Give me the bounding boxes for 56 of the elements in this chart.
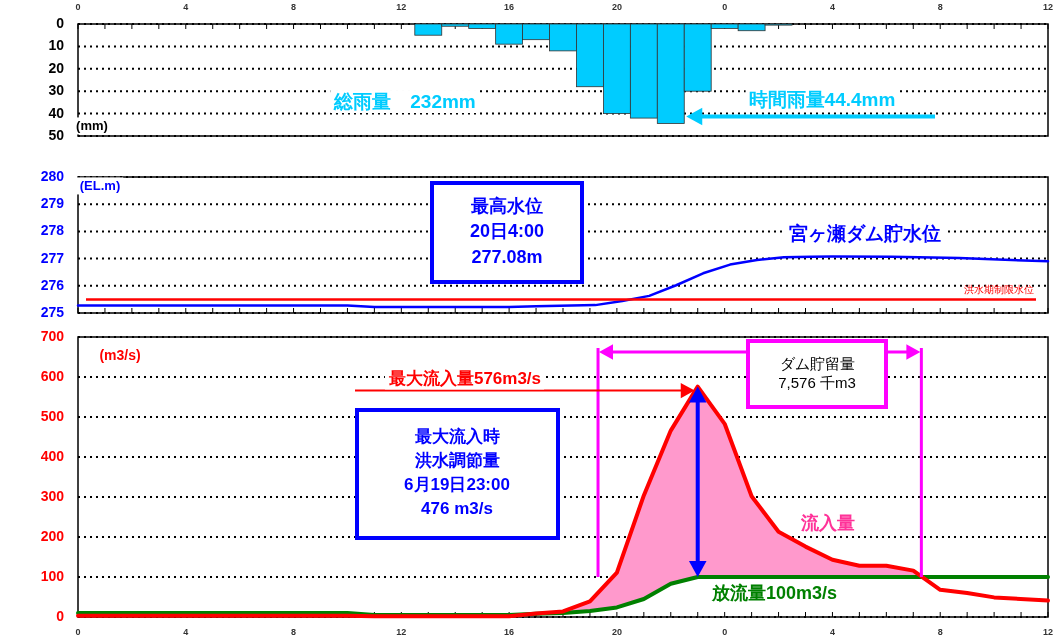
y-axis-title: (m3/s) [99,346,141,363]
annotation: 最大流入時 [413,427,500,447]
y-tick-label: 400 [40,447,65,464]
x-tick-label: 20 [611,2,622,13]
x-tick-label: 8 [937,627,943,638]
x-tick-label: 4 [183,627,189,638]
x-tick-label: 8 [291,627,297,638]
annotation: ダム貯留量 7,576 千m3 [778,354,856,391]
y-tick-label: 700 [40,327,65,344]
y-tick-label: 20 [48,59,65,76]
x-tick-label: 0 [722,2,728,13]
annotation: 最高水位 [470,195,543,216]
y-tick-label: 275 [40,303,65,320]
annotation: 総雨量 232mm [333,91,476,113]
y-tick-label: 280 [40,167,65,184]
y-axis-title: (mm) [76,118,108,134]
y-tick-label: 50 [48,126,65,143]
y-tick-label: 276 [40,276,65,293]
annotation: 放流量100m3/s [711,582,838,603]
y-tick-label: 30 [48,81,65,98]
y-tick-label: 0 [56,607,65,624]
y-tick-label: 278 [40,222,65,239]
x-tick-label: 0 [722,627,728,638]
x-tick-label: 12 [1042,2,1054,13]
y-tick-label: 279 [40,194,65,211]
annotation: 時間雨量44.4mm [748,89,896,111]
x-tick-label: 0 [75,2,81,13]
y-tick-label: 10 [48,37,65,54]
x-tick-label: 4 [829,2,835,13]
y-tick-label: 0 [56,14,65,31]
annotation: 洪水調節量 [413,451,500,471]
annotation: 6月19日23:00 476 m3/s [404,475,510,519]
x-tick-label: 12 [396,2,407,13]
y-tick-label: 40 [48,104,65,121]
x-tick-label: 0 [75,627,81,638]
x-tick-label: 12 [1042,627,1054,638]
y-tick-label: 500 [40,407,65,424]
annotation: 最大流入量576m3/s [387,369,542,389]
x-tick-label: 12 [396,627,407,638]
series-label: 宮ヶ瀬ダム貯水位 [789,223,941,245]
x-tick-label: 16 [504,2,515,13]
series-label: 流入量 [800,512,855,533]
x-tick-label: 4 [183,2,189,13]
x-tick-label: 8 [937,2,943,13]
y-tick-label: 277 [40,249,65,266]
ref-line-label: 洪水期制限水位 [964,284,1034,296]
x-tick-label: 16 [504,627,515,638]
x-tick-label: 20 [611,627,622,638]
annotation: 20日4:00 277.08m [469,220,545,267]
y-tick-label: 100 [40,567,65,584]
y-tick-label: 300 [40,487,65,504]
x-tick-label: 8 [291,2,297,13]
x-tick-label: 4 [829,627,835,638]
y-tick-label: 600 [40,367,65,384]
y-tick-label: 200 [40,527,65,544]
y-axis-title: (EL.m) [79,178,121,194]
